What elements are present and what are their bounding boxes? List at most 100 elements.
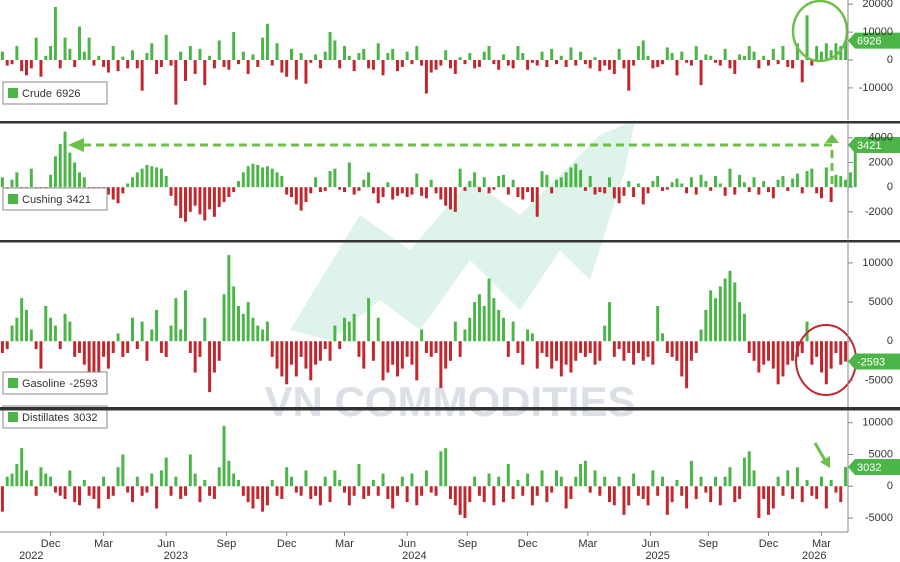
bar	[714, 476, 717, 487]
legend-box	[2, 187, 108, 211]
pointer-arrow	[813, 442, 828, 463]
bar	[550, 187, 554, 194]
bar	[410, 187, 414, 195]
bar	[34, 37, 38, 60]
bar	[771, 341, 775, 369]
legend-box	[2, 81, 108, 105]
x-tick-label: Jun	[642, 538, 660, 550]
bar	[285, 341, 289, 385]
bar	[159, 341, 163, 353]
bar	[463, 187, 467, 191]
bar	[405, 486, 409, 503]
bar	[636, 183, 640, 188]
bar	[63, 486, 67, 499]
bar	[73, 486, 77, 503]
bar	[824, 43, 828, 60]
bar	[97, 55, 101, 60]
bar	[0, 177, 4, 188]
bar	[169, 187, 173, 196]
bar	[564, 60, 568, 67]
bar	[179, 51, 183, 60]
bar	[39, 467, 43, 487]
arrow-head	[820, 456, 830, 468]
bar	[367, 172, 371, 188]
bar	[169, 486, 173, 496]
bar	[781, 341, 785, 377]
bar	[381, 187, 385, 198]
bar	[497, 476, 501, 487]
legend-swatch	[8, 88, 18, 98]
bar	[352, 60, 356, 72]
bar	[49, 174, 53, 188]
bar	[343, 187, 346, 193]
bar	[449, 60, 452, 69]
bar	[709, 290, 713, 342]
bar	[0, 51, 4, 60]
bar	[598, 486, 602, 496]
bar	[776, 179, 780, 188]
bar	[63, 313, 67, 342]
bar	[424, 470, 428, 487]
bar	[116, 333, 120, 342]
bar	[386, 182, 390, 188]
bar	[482, 51, 486, 60]
bar	[68, 470, 72, 487]
bar	[222, 60, 226, 67]
bar	[502, 486, 505, 503]
bar	[487, 187, 491, 194]
bar	[429, 179, 433, 188]
bar	[453, 486, 457, 506]
bar	[559, 476, 563, 487]
bar	[641, 40, 645, 60]
bar	[381, 341, 385, 381]
bar	[511, 60, 515, 69]
bar	[343, 46, 346, 60]
bar	[150, 329, 154, 342]
bar	[333, 168, 337, 188]
bar	[665, 187, 669, 190]
value-tag-label: 3421	[857, 140, 881, 152]
bar	[540, 51, 544, 60]
bar	[516, 479, 520, 487]
legend: Cushing 3421	[2, 187, 108, 211]
bar	[135, 341, 139, 350]
bar	[458, 168, 462, 188]
bar	[97, 341, 101, 377]
bar	[391, 187, 395, 200]
bar	[159, 60, 163, 67]
bar	[362, 179, 366, 188]
bar	[540, 470, 544, 487]
year-label: 2024	[402, 550, 426, 562]
bar	[285, 60, 289, 77]
bar	[376, 317, 380, 342]
bar	[656, 305, 660, 342]
bar	[391, 486, 395, 509]
bar	[791, 60, 795, 69]
bar	[343, 486, 346, 493]
legend-box	[2, 371, 108, 395]
bar	[492, 486, 496, 506]
bar	[540, 341, 544, 353]
bar	[477, 187, 481, 193]
bar	[145, 164, 149, 188]
bar	[559, 341, 563, 377]
bar	[237, 181, 240, 188]
bar	[184, 60, 187, 81]
bar	[694, 187, 698, 195]
bar	[449, 341, 452, 361]
bar	[333, 470, 337, 487]
bar	[92, 60, 96, 66]
bar	[612, 60, 616, 74]
bar	[762, 341, 766, 365]
bar	[771, 486, 775, 509]
bar	[73, 60, 77, 67]
bar	[429, 341, 433, 357]
bar	[815, 341, 819, 357]
bar	[164, 341, 168, 357]
bar	[829, 50, 833, 60]
bar	[555, 341, 558, 361]
legend-swatch	[8, 412, 18, 422]
legend-label: Crude 6926	[22, 88, 80, 100]
bar	[111, 486, 115, 496]
bar	[661, 60, 664, 65]
